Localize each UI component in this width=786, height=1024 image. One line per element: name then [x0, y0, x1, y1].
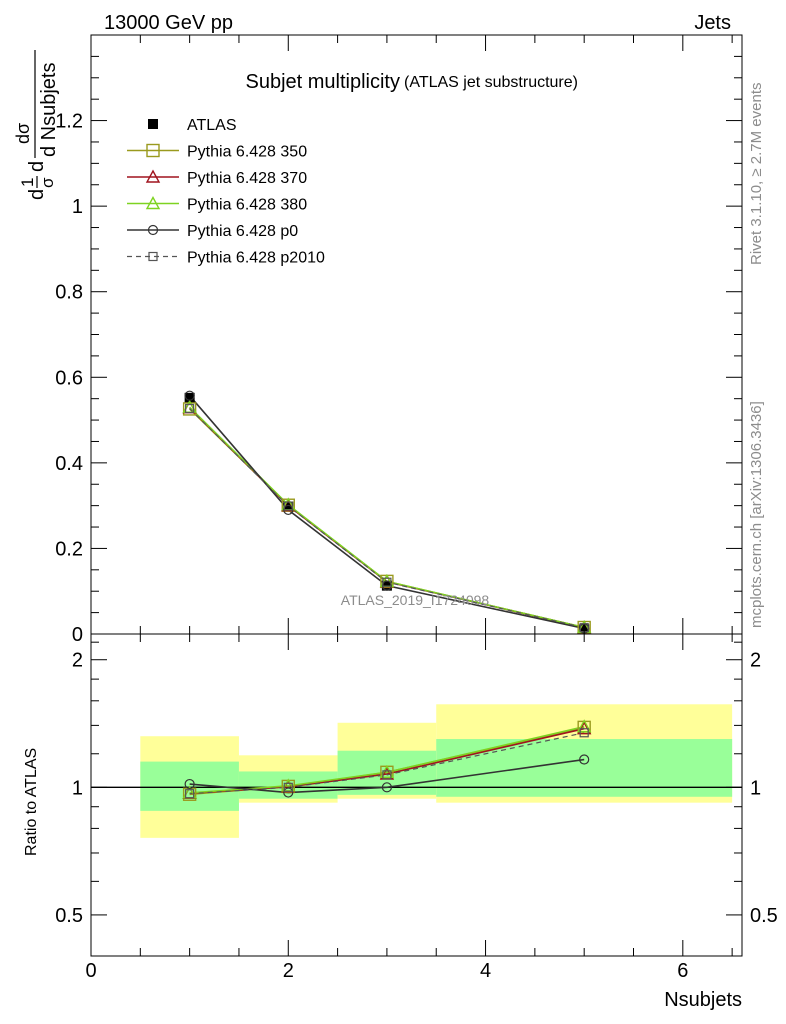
legend: ATLAS Pythia 6.428 350 Pythia 6.428 370 Pyt…	[127, 117, 325, 267]
ratio-series-line	[189, 725, 585, 794]
legend-marker	[145, 169, 161, 183]
legend-marker	[146, 143, 160, 158]
y-label-frac-num: 1	[18, 178, 37, 187]
ratio-data-point	[381, 782, 393, 793]
legend-marker	[147, 224, 159, 236]
x-tick-label: 2	[283, 960, 294, 982]
ratio-data-point	[579, 754, 590, 765]
data-point	[382, 577, 392, 587]
data-point	[184, 392, 195, 403]
main-panel: 0 0.2 0.4 0.6 0.8 1 1.2 Subjet multiplicity (A…	[13, 34, 743, 646]
rivet-version-label: Rivet 3.1.10, ≥ 2.7M events	[748, 83, 765, 266]
legend-marker	[148, 251, 158, 262]
y-tick-label: 1.2	[55, 111, 83, 133]
data-point	[283, 501, 293, 511]
ratio-data-point	[283, 787, 294, 798]
ratio-y-tick-label-right: 1	[750, 777, 761, 799]
y-label-deriv-num: dσ	[13, 123, 33, 144]
legend-label: Pythia 6.428 350	[187, 144, 307, 161]
plot-subtitle: (ATLAS jet substructure)	[404, 74, 578, 91]
main-y-axis: 0 0.2 0.4 0.6 0.8 1 1.2	[55, 55, 742, 646]
ratio-y-tick-label: 0.5	[55, 905, 83, 927]
series-line	[189, 395, 585, 630]
analysis-watermark: ATLAS_2019_I1724098	[341, 592, 490, 608]
ratio-plot-area	[91, 719, 742, 801]
ratio-y-tick-label: 2	[72, 650, 83, 672]
legend-marker	[145, 196, 161, 210]
series-line	[189, 408, 585, 629]
ratio-data-point	[184, 778, 195, 790]
y-tick-label: 0.8	[55, 282, 83, 304]
ratio-data-point	[579, 728, 589, 738]
x-axis: 0 2 4 6	[85, 35, 733, 982]
ratio-panel: 0.5 0.5 1 1 2 2 0 2 4 6 Ratio to ATLAS Nsubjets	[23, 35, 778, 1011]
category-label: Jets	[694, 12, 731, 34]
energy-label: 13000 GeV pp	[104, 12, 233, 34]
y-label-deriv-den: d Nsubjets	[38, 63, 60, 158]
main-y-axis-label: d 1 σ d dσ d Nsubjets	[13, 50, 60, 200]
y-label-d2: d	[26, 161, 48, 172]
ratio-y-tick-label: 1	[72, 777, 83, 799]
main-plot-area	[182, 390, 592, 635]
data-point	[184, 390, 195, 401]
uncertainty-bands	[140, 704, 733, 838]
y-tick-label: 0.2	[55, 538, 83, 560]
ratio-data-point	[577, 719, 592, 733]
ratio-data-point	[379, 764, 395, 779]
ratio-panel-frame	[90, 633, 743, 957]
y-tick-label: 1	[72, 196, 83, 218]
ratio-y-tick-label-right: 0.5	[750, 905, 778, 927]
x-tick-label: 4	[480, 960, 491, 982]
x-tick-label: 0	[85, 960, 96, 982]
legend-label: Pythia 6.428 380	[187, 197, 307, 214]
y-label-d: d	[26, 189, 48, 200]
ratio-data-point	[283, 782, 293, 792]
legend-label: Pythia 6.428 p0	[187, 223, 298, 240]
y-label-frac-den: σ	[38, 177, 57, 188]
legend-label: ATLAS	[187, 117, 237, 134]
legend-label: Pythia 6.428 p2010	[187, 250, 325, 267]
ratio-data-point	[185, 789, 195, 799]
ratio-y-axis-label: Ratio to ATLAS	[23, 748, 40, 856]
y-tick-label: 0.4	[55, 453, 83, 475]
y-tick-label: 0	[72, 624, 83, 646]
x-tick-label: 6	[677, 960, 688, 982]
x-axis-label: Nsubjets	[664, 989, 742, 1011]
y-tick-label: 0.6	[55, 367, 83, 389]
mcplots-label: mcplots.cern.ch [arXiv:1306.3436]	[748, 401, 765, 628]
data-point	[185, 403, 195, 414]
stat-uncertainty-band	[436, 739, 733, 797]
plot-title: Subjet multiplicity	[245, 71, 400, 93]
data-point	[283, 501, 294, 512]
ratio-series-line	[189, 758, 585, 794]
ratio-series-line	[189, 732, 585, 795]
legend-marker	[148, 119, 158, 129]
ratio-data-point	[382, 770, 392, 780]
ratio-y-tick-label-right: 2	[750, 650, 761, 672]
legend-label: Pythia 6.428 370	[187, 170, 307, 187]
